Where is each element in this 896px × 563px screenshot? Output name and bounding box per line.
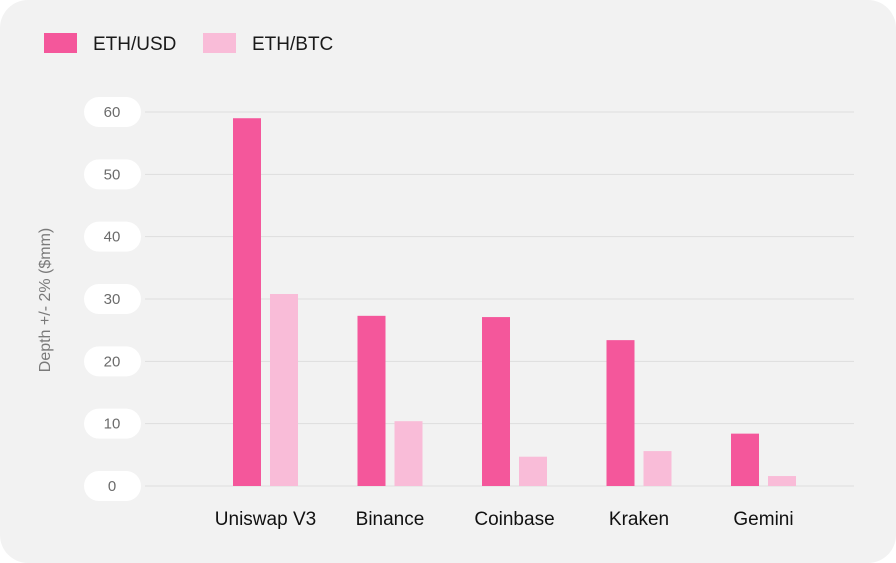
y-tick-label-50: 50 [104,166,121,183]
bar-coinbase-eth-btc [519,456,547,486]
chart-bars [233,118,796,486]
x-tick-label-kraken: Kraken [609,509,669,530]
y-tick-pill-40 [84,221,141,252]
bar-gemini-eth-usd [731,433,759,486]
y-tick-pill-20 [84,346,141,377]
bar-kraken-eth-usd [606,340,635,486]
y-tick-pill-60 [84,97,141,127]
y-tick-pill-30 [84,284,141,314]
bar-uniswap-v3-eth-usd [233,118,261,486]
y-tick-label-30: 30 [104,291,121,308]
x-tick-label-uniswap-v3: Uniswap V3 [215,509,316,530]
x-tick-label-gemini: Gemini [733,509,793,530]
y-tick-label-20: 20 [104,353,121,370]
y-tick-label-40: 40 [104,229,121,246]
y-tick-label-10: 10 [104,416,121,433]
y-tick-label-60: 60 [104,104,121,121]
y-tick-label-0: 0 [108,478,116,495]
bar-gemini-eth-btc [768,476,796,486]
x-tick-label-coinbase: Coinbase [474,509,554,530]
bar-kraken-eth-btc [643,451,672,486]
bar-binance-eth-btc [394,421,423,486]
legend-swatch-eth-usd [44,33,77,53]
legend-label-eth-btc: ETH/BTC [252,34,333,55]
y-axis-label: Depth +/- 2% ($mm) [37,228,54,372]
legend-label-eth-usd: ETH/USD [93,34,176,55]
bar-coinbase-eth-usd [482,317,510,486]
legend-swatch-eth-btc [203,33,236,53]
y-tick-pill-0 [84,471,141,501]
y-tick-pill-50 [84,159,141,190]
x-tick-label-binance: Binance [356,509,425,530]
y-axis-ticks: 0 10 20 30 40 50 60 [84,97,141,501]
y-tick-pill-10 [84,408,141,439]
bar-uniswap-v3-eth-btc [270,294,298,486]
chart-legend: ETH/USD ETH/BTC [44,33,333,55]
x-axis-labels: Uniswap V3 Binance Coinbase Kraken Gemini [215,509,794,530]
bar-binance-eth-usd [357,315,386,486]
